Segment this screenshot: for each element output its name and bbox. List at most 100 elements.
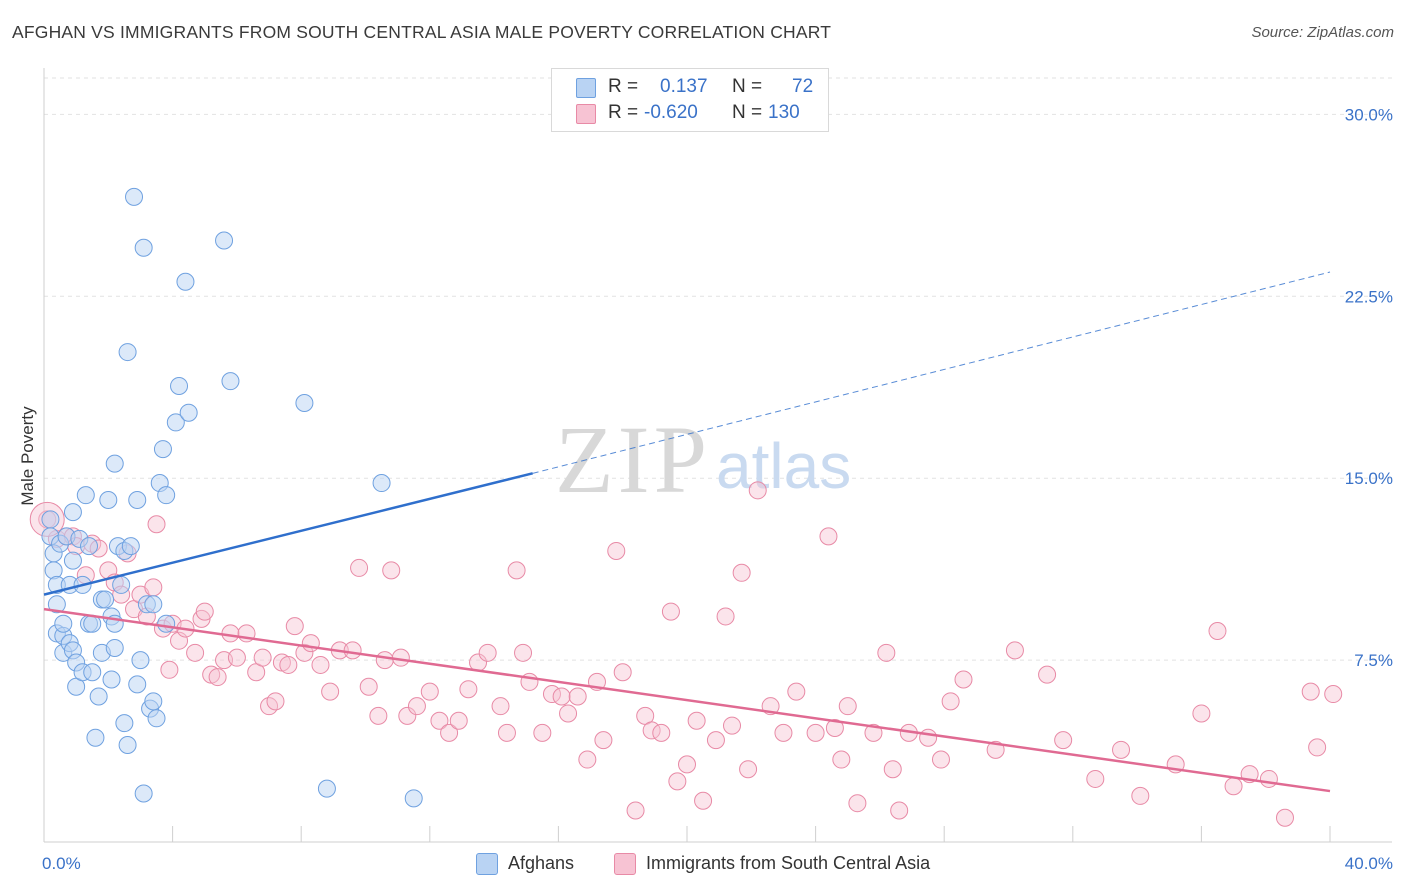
afghans-point (118, 735, 137, 754)
immigrants-point (613, 663, 632, 682)
immigrants-point (1275, 808, 1294, 827)
afghans-point (157, 486, 176, 505)
immigrants-point (626, 801, 645, 820)
immigrants-point (661, 602, 680, 621)
legend-swatch-afghans (576, 78, 596, 98)
immigrants-point (716, 607, 735, 626)
immigrants-point (919, 728, 938, 747)
afghans-point (131, 651, 150, 670)
immigrants-point (195, 602, 214, 621)
legend-n-label: N = (732, 102, 763, 123)
watermark-zip: ZIP (555, 406, 711, 513)
afghans-point (221, 372, 240, 391)
x-tick-label: 0.0% (42, 854, 81, 873)
afghans-point (44, 561, 63, 580)
immigrants-point (1224, 777, 1243, 796)
afghans-point (99, 491, 118, 510)
immigrants-point (787, 682, 806, 701)
immigrants-point (694, 791, 713, 810)
afghans-point (83, 663, 102, 682)
immigrants-point (723, 716, 742, 735)
immigrants-point (890, 801, 909, 820)
y-tick-label: 15.0% (1345, 469, 1393, 488)
immigrants-point (848, 794, 867, 813)
immigrants-point (931, 750, 950, 769)
immigrants-point (279, 655, 298, 674)
immigrants-point (186, 643, 205, 662)
correlation-legend: R = 0.137 N = 72 R = -0.620 N = 130 (551, 68, 829, 132)
immigrants-point (568, 687, 587, 706)
immigrants-point (678, 755, 696, 774)
immigrants-point (301, 634, 320, 653)
afghans-point (176, 272, 195, 291)
afghans-point (157, 614, 176, 633)
afghans-point (147, 709, 166, 728)
immigrants-point (832, 750, 851, 769)
immigrants-point (687, 711, 706, 730)
y-tick-label: 30.0% (1345, 105, 1393, 124)
immigrants-point (806, 723, 825, 742)
immigrants-point (343, 641, 362, 660)
immigrants-point (838, 697, 857, 716)
afghans-label: Afghans (508, 853, 575, 873)
legend-n-value: 72 (792, 76, 814, 97)
immigrants-point (227, 648, 246, 667)
immigrants-point (594, 731, 613, 750)
afghans-point (125, 187, 144, 206)
afghans-point (128, 491, 147, 510)
afghans-point (105, 638, 124, 657)
afghans-point (295, 394, 314, 413)
afghans-point (121, 537, 140, 556)
axes (43, 68, 1392, 843)
immigrants-point (652, 723, 671, 742)
x-tick-label: 40.0% (1345, 854, 1393, 873)
immigrants-point (375, 651, 394, 670)
legend-r-value: 0.137 (660, 76, 708, 97)
immigrants-point (732, 563, 751, 582)
afghans-point (134, 784, 153, 803)
immigrants-point (1086, 769, 1105, 788)
afghans-trend-extension (532, 271, 1331, 474)
immigrants-point (253, 648, 272, 667)
y-tick-label: 7.5% (1354, 651, 1393, 670)
afghans-points (41, 187, 423, 808)
afghans-point (317, 779, 336, 798)
immigrants-point (321, 682, 340, 701)
immigrants-point (1301, 682, 1320, 701)
afghans-point (118, 343, 137, 362)
immigrants-point (668, 772, 687, 791)
immigrants-point (748, 481, 767, 500)
immigrants-point (311, 655, 330, 674)
immigrants-point (350, 558, 369, 577)
afghans-point (41, 510, 60, 529)
immigrants-point (883, 760, 902, 779)
trend-lines (43, 271, 1331, 793)
immigrants-point (825, 719, 844, 738)
afghans-swatch (476, 853, 498, 875)
immigrants-point (607, 541, 626, 560)
immigrants-point (533, 723, 552, 742)
immigrants-point (819, 527, 838, 546)
immigrants-point (440, 723, 459, 742)
immigrants-point (864, 723, 883, 742)
afghans-point (63, 503, 82, 522)
immigrants-point (491, 697, 510, 716)
immigrants-point (739, 760, 758, 779)
afghans-point (404, 789, 423, 808)
afghans-point (215, 231, 234, 250)
immigrants-point (369, 706, 388, 725)
legend-swatch-immigrants (576, 104, 596, 124)
immigrants-point (514, 643, 533, 662)
immigrants-point (578, 750, 597, 769)
legend-r-value: -0.620 (644, 102, 698, 123)
immigrants-point (208, 668, 227, 687)
immigrants-point (1131, 786, 1150, 805)
afghans-point (112, 575, 131, 594)
immigrants-points (29, 481, 1343, 827)
afghans-point (144, 595, 163, 614)
afghans-point (166, 413, 185, 432)
immigrants-point (954, 670, 973, 689)
afghans-point (115, 714, 134, 733)
afghans-point (170, 377, 189, 396)
